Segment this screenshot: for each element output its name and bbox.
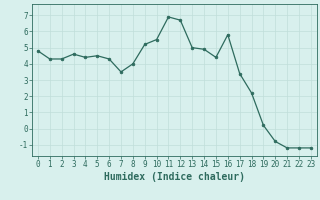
X-axis label: Humidex (Indice chaleur): Humidex (Indice chaleur) <box>104 172 245 182</box>
